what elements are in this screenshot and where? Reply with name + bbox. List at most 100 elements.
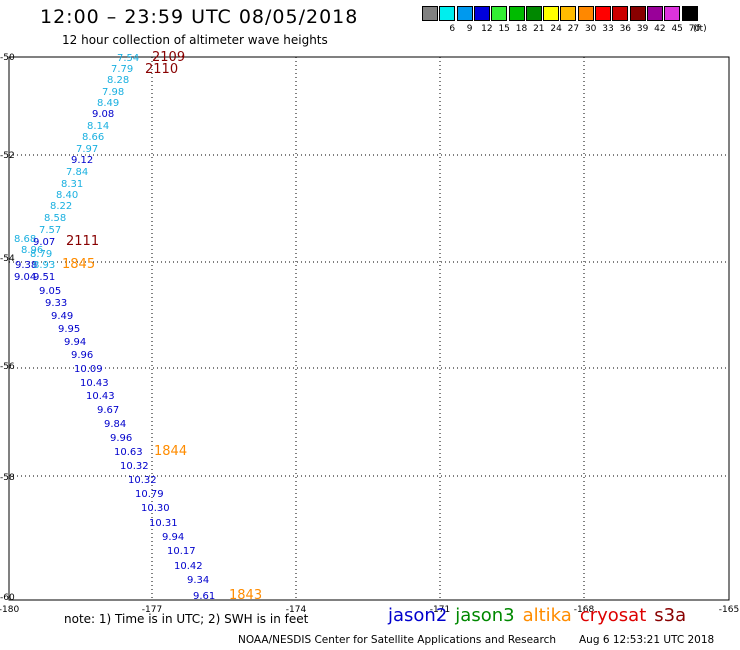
- wave-height-value: 8.22: [50, 201, 72, 212]
- wave-height-value: 9.61: [193, 591, 215, 602]
- satellite-s3a: s3a: [654, 605, 687, 626]
- wave-height-value: 10.42: [174, 561, 203, 572]
- scale-label: 24: [550, 24, 562, 34]
- credit-timestamp: Aug 6 12:53:21 UTC 2018: [579, 634, 715, 646]
- wave-height-value: 9.38: [15, 260, 37, 271]
- pass-time-label: 1844: [154, 444, 187, 459]
- scale-label: 18: [515, 24, 528, 34]
- satellite-jason3: jason3: [455, 605, 515, 626]
- wave-height-value: 8.66: [82, 132, 104, 143]
- wave-height-value: 9.94: [64, 337, 86, 348]
- scale-label: 39: [636, 24, 649, 34]
- wave-height-value: 10.32: [128, 475, 157, 486]
- scale-swatch-45: [664, 6, 681, 21]
- wave-height-value: 7.79: [111, 64, 133, 75]
- wave-height-value: 8.31: [61, 179, 83, 190]
- scale-swatch-12: [473, 6, 490, 21]
- wave-height-value: 8.28: [107, 75, 129, 86]
- scale-swatch-9: [456, 6, 473, 21]
- wave-height-value: 9.08: [92, 109, 114, 120]
- wave-height-value: 10.17: [167, 546, 196, 557]
- wave-height-value: 8.79: [30, 249, 52, 260]
- scale-label: 6: [449, 24, 456, 34]
- wave-height-value: 9.67: [97, 405, 119, 416]
- pass-time-label: 1843: [229, 588, 262, 603]
- lon-tick-label: -180: [0, 605, 19, 615]
- wave-height-value: 10.63: [114, 447, 143, 458]
- lon-tick-label: -168: [574, 605, 595, 615]
- scale-swatch-21: [525, 6, 542, 21]
- wave-height-value: 9.04: [14, 272, 36, 283]
- wave-height-value: 7.97: [76, 144, 98, 155]
- scale-swatch-36: [612, 6, 629, 21]
- lat-tick-label: -54: [0, 254, 15, 264]
- scale-swatch-24: [543, 6, 560, 21]
- wave-height-value: 7.84: [66, 167, 88, 178]
- pass-time-label: 2111: [66, 234, 99, 249]
- wave-height-value: 8.49: [97, 98, 119, 109]
- wave-height-value: 10.30: [141, 503, 170, 514]
- page-subtitle: 12 hour collection of altimeter wave hei…: [62, 33, 328, 47]
- lon-tick-label: -174: [286, 605, 307, 615]
- pass-time-label: 2110: [145, 62, 178, 77]
- wave-height-value: 9.05: [39, 286, 61, 297]
- credit-line: NOAA/NESDIS Center for Satellite Applica…: [238, 634, 556, 646]
- lat-tick-label: -58: [0, 473, 15, 483]
- lon-tick-label: -165: [719, 605, 739, 615]
- scale-label: 21: [533, 24, 545, 34]
- scale-swatch-6: [439, 6, 456, 21]
- wave-height-value: 10.32: [120, 461, 149, 472]
- wave-height-value: 8.40: [56, 190, 78, 201]
- scale-swatch-27: [560, 6, 577, 21]
- scale-unit-label: (ft): [693, 24, 707, 34]
- wave-height-value: 9.96: [110, 433, 132, 444]
- wave-height-value: 9.51: [33, 272, 55, 283]
- lon-tick-label: -171: [430, 605, 450, 615]
- scale-label: 30: [584, 24, 597, 34]
- units-note: note: 1) Time is in UTC; 2) SWH is in fe…: [64, 612, 309, 626]
- lat-tick-label: -56: [0, 362, 15, 372]
- scale-label: 15: [498, 24, 510, 34]
- pass-time-label: 1845: [62, 257, 95, 272]
- scale-swatch-39: [629, 6, 646, 21]
- wave-height-value: 8.68: [14, 234, 36, 245]
- wave-height-value: 9.12: [71, 155, 93, 166]
- satellite-legend: jason2 jason3 altika cryosat s3a: [388, 605, 694, 626]
- satellite-jason2: jason2: [388, 605, 448, 626]
- scale-swatch-3: [422, 6, 438, 21]
- scale-label: 45: [671, 24, 683, 34]
- satellite-cryosat: cryosat: [579, 605, 647, 626]
- wave-height-value: 9.34: [187, 575, 209, 586]
- wave-height-scale-legend: 6 9 12 15 18 21 24 27 30 33 36 39 42 45 70 (ft): [422, 6, 728, 36]
- page-title: 12:00 – 23:59 UTC 08/05/2018: [40, 6, 359, 28]
- wave-height-value: 10.31: [149, 518, 178, 529]
- lat-tick-label: -52: [0, 151, 15, 161]
- scale-swatch-15: [491, 6, 508, 21]
- lon-tick-label: -177: [142, 605, 162, 615]
- wave-height-value: 9.49: [51, 311, 73, 322]
- wave-height-value: 7.57: [39, 225, 61, 236]
- scale-label: 12: [481, 24, 493, 34]
- wave-height-value: 9.07: [33, 237, 55, 248]
- wave-height-value: 10.43: [80, 378, 109, 389]
- wave-height-value: 9.84: [104, 419, 126, 430]
- scale-label: 42: [654, 24, 666, 34]
- scale-swatch-42: [646, 6, 663, 21]
- wave-height-value: 9.96: [71, 350, 93, 361]
- wave-height-value: 9.95: [58, 324, 80, 335]
- scale-swatch-70: [681, 6, 698, 21]
- wave-height-value: 8.93: [33, 260, 55, 271]
- scale-label: 33: [602, 24, 614, 34]
- lat-tick-label: -50: [0, 53, 15, 63]
- scale-label: 9: [466, 24, 473, 34]
- scale-label: 70: [688, 24, 701, 34]
- lat-tick-label: -60: [0, 593, 15, 603]
- scale-swatch-18: [508, 6, 525, 21]
- wave-height-value: 10.79: [135, 489, 164, 500]
- scale-swatch-30: [577, 6, 594, 21]
- wave-height-value: 7.98: [102, 87, 124, 98]
- map-frame: [8, 56, 730, 601]
- scale-swatch-33: [595, 6, 611, 21]
- wave-height-value: 8.58: [44, 213, 66, 224]
